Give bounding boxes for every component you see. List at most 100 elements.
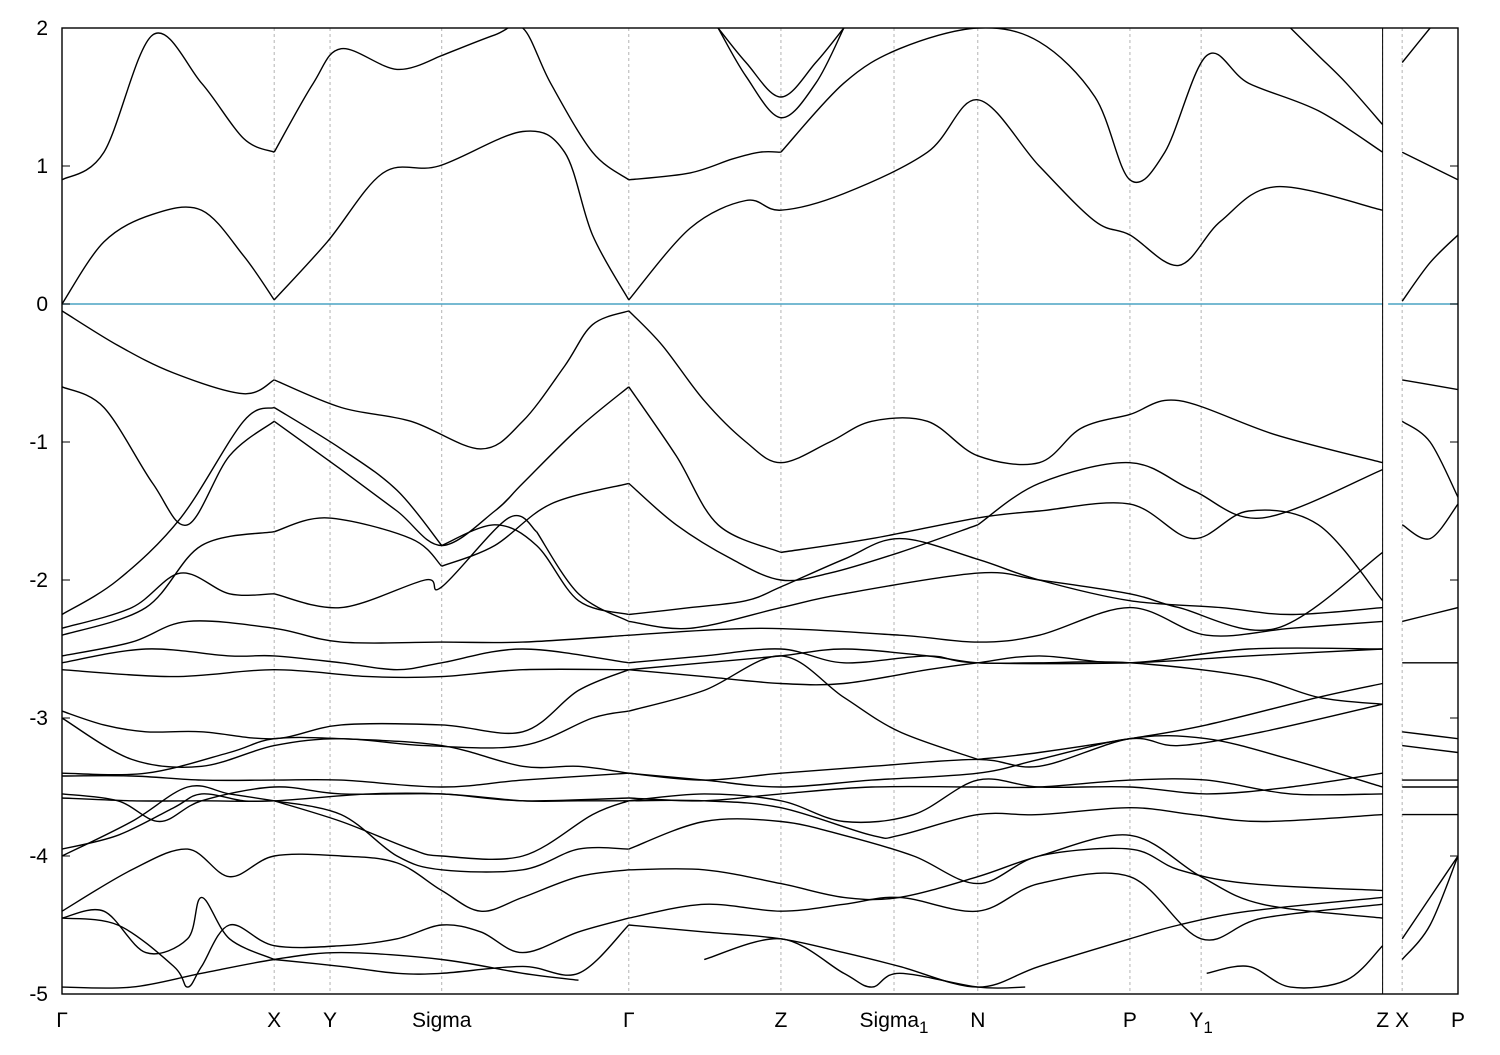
x-tick-label: Z	[775, 1009, 788, 1032]
band-line	[62, 406, 275, 616]
band-line	[628, 818, 1383, 892]
y-tick-label: -3	[29, 707, 48, 730]
band-line	[628, 537, 1383, 616]
band-line	[62, 32, 275, 181]
band-line	[977, 461, 1383, 526]
y-tick-label: 1	[36, 155, 48, 178]
band-line	[62, 772, 629, 788]
band-line	[1401, 151, 1458, 181]
band-line	[628, 896, 1383, 988]
y-tick-label: 2	[36, 17, 48, 40]
band-line	[704, 938, 1026, 989]
band-line	[628, 872, 1383, 941]
k-point-gridlines	[273, 28, 1403, 994]
band-line	[628, 772, 1383, 824]
band-line	[628, 647, 1383, 686]
x-tick-label: Sigma1	[860, 1009, 929, 1037]
band-line	[717, 28, 845, 119]
band-line	[273, 800, 630, 860]
band-line	[628, 799, 1383, 840]
x-tick-label: Γ	[56, 1009, 68, 1032]
band-line	[780, 28, 1383, 183]
y-tick-label: -2	[29, 569, 48, 592]
band-line	[273, 386, 630, 547]
band-line	[62, 531, 275, 636]
band-lines	[62, 28, 1458, 989]
band-line	[62, 572, 275, 629]
band-line	[628, 551, 1384, 632]
x-tick-label: X	[1395, 1009, 1409, 1032]
band-line	[1401, 503, 1458, 540]
band-line	[62, 917, 629, 988]
band-line	[628, 386, 782, 554]
band-line	[628, 606, 1383, 643]
plot-frame	[61, 27, 1459, 995]
band-line	[62, 386, 275, 526]
band-line	[628, 834, 1383, 919]
band-line	[274, 517, 443, 567]
band-line	[1401, 28, 1431, 63]
band-line	[62, 648, 629, 671]
band-line	[273, 130, 630, 301]
x-tick-label: Γ	[623, 1009, 635, 1032]
x-tick-label: N	[970, 1009, 985, 1032]
band-line	[1402, 379, 1458, 391]
y-tick-label: -1	[29, 431, 48, 454]
band-line	[274, 515, 538, 609]
x-tick-label: X	[267, 1009, 281, 1032]
y-tick-label: 0	[36, 293, 48, 316]
band-line	[62, 848, 629, 912]
band-line	[62, 896, 275, 961]
band-line	[1401, 234, 1458, 302]
x-tick-label: P	[1451, 1009, 1465, 1032]
band-line	[977, 682, 1383, 761]
band-line	[628, 150, 781, 181]
band-line	[1401, 420, 1458, 498]
band-line	[628, 734, 1383, 788]
band-line	[780, 502, 1384, 602]
band-line	[62, 310, 275, 395]
band-line	[273, 310, 630, 450]
band-line	[628, 703, 1383, 788]
band-line	[274, 924, 630, 976]
y-axis-ticks: -5 -4 -3 -2 -1 0 1 2	[29, 17, 1458, 1006]
band-line	[441, 28, 630, 181]
band-line	[1206, 945, 1384, 989]
x-tick-label: Z	[1376, 1009, 1389, 1032]
band-line	[62, 793, 275, 850]
band-line	[1402, 606, 1458, 623]
band-line	[62, 669, 630, 740]
band-line	[628, 99, 1383, 301]
band-line	[628, 310, 1383, 466]
band-line	[62, 668, 629, 679]
band-line	[1402, 731, 1458, 740]
band-line	[536, 531, 630, 623]
band-line	[628, 648, 1383, 665]
x-tick-label: P	[1123, 1009, 1137, 1032]
band-line	[628, 655, 979, 761]
band-line	[62, 620, 629, 657]
band-line	[1401, 855, 1458, 960]
band-line	[1402, 744, 1458, 754]
band-line	[1290, 28, 1384, 126]
band-line	[274, 800, 629, 873]
x-axis-ticks: Γ X Y Sigma Γ Z Sigma1 N P Y1 Z X P	[56, 1009, 1465, 1037]
y-tick-label: -4	[29, 845, 48, 868]
x-tick-subscript: 1	[1203, 1018, 1212, 1037]
band-line	[717, 28, 845, 98]
x-tick-label: Y1	[1189, 1009, 1212, 1037]
band-line	[273, 406, 443, 546]
x-tick-label: Y	[323, 1009, 337, 1032]
band-line	[628, 482, 979, 582]
x-tick-subscript: 1	[919, 1018, 928, 1037]
band-line	[273, 47, 442, 153]
band-line	[62, 792, 629, 802]
band-line	[62, 785, 275, 857]
band-line	[441, 482, 629, 567]
band-line	[441, 524, 629, 616]
band-line	[62, 736, 629, 776]
band-line	[62, 206, 275, 305]
band-line	[62, 951, 579, 989]
